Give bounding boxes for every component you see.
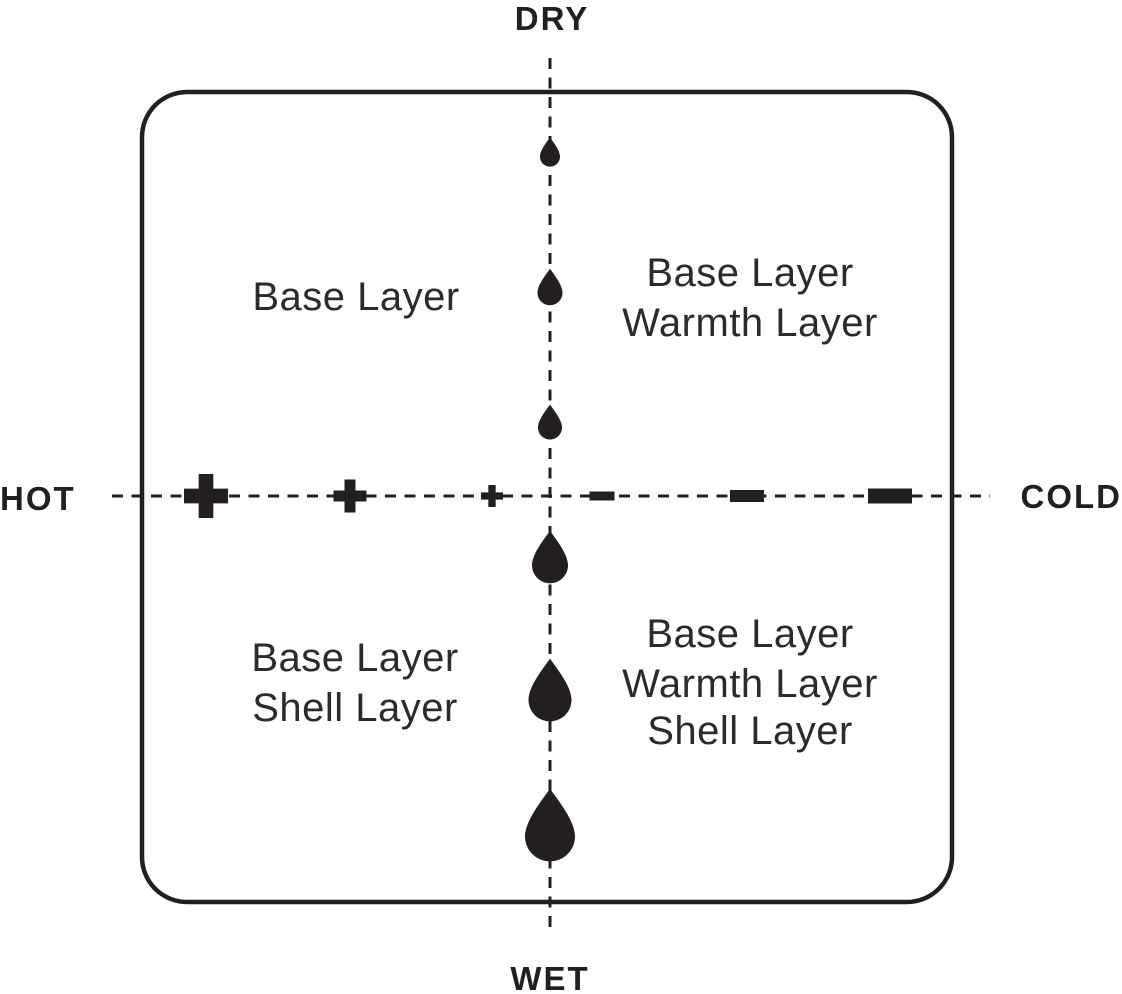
quadrant-label-line: Base Layer (646, 612, 853, 656)
quadrant-bottom-right: Base Layer Warmth Layer Shell Layer (622, 612, 878, 753)
quadrant-top-right: Base Layer Warmth Layer (622, 251, 878, 345)
water-drop-icon (538, 404, 562, 440)
plus-icon (481, 485, 503, 507)
diagram-border (139, 89, 955, 905)
quadrant-label-line: Base Layer (252, 275, 459, 319)
quadrant-top-left: Base Layer (252, 275, 459, 319)
plus-icon (333, 479, 367, 513)
quadrant-label-line: Base Layer (646, 251, 853, 295)
quadrant-label-line: Warmth Layer (622, 301, 878, 345)
temperature-markers (184, 474, 912, 518)
minus-icon (730, 490, 764, 502)
minus-icon (868, 488, 912, 504)
axis-label-dry: DRY (515, 0, 589, 37)
water-drop-icon (525, 788, 575, 862)
axis-label-wet: WET (510, 960, 589, 994)
plus-icon (184, 474, 228, 518)
axis-label-cold: COLD (1021, 478, 1122, 515)
quadrant-label-line: Base Layer (251, 636, 458, 680)
minus-icon (589, 491, 615, 501)
water-drop-icon (528, 658, 572, 722)
quadrant-label-line: Warmth Layer (622, 662, 878, 706)
quadrant-bottom-left: Base Layer Shell Layer (251, 636, 458, 730)
quadrant-label-line: Shell Layer (252, 686, 458, 730)
axis-label-hot: HOT (0, 480, 76, 517)
quadrant-label-line: Shell Layer (647, 709, 853, 753)
moisture-markers (525, 137, 575, 862)
water-drop-icon (540, 137, 560, 167)
water-drop-icon (537, 268, 563, 306)
water-drop-icon (532, 530, 568, 584)
